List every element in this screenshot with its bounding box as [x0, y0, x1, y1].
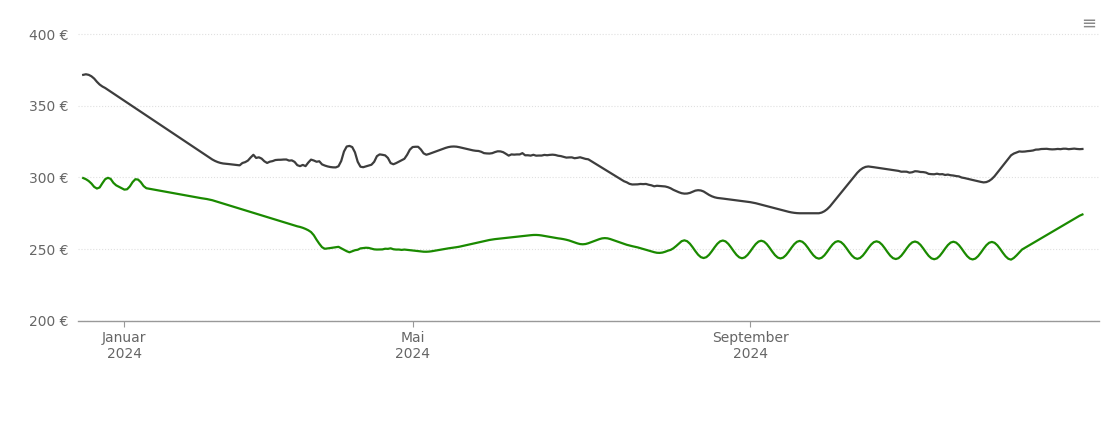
Legend: lose Ware, Sackware: lose Ware, Sackware: [471, 418, 706, 422]
Text: ≡: ≡: [1081, 15, 1097, 33]
